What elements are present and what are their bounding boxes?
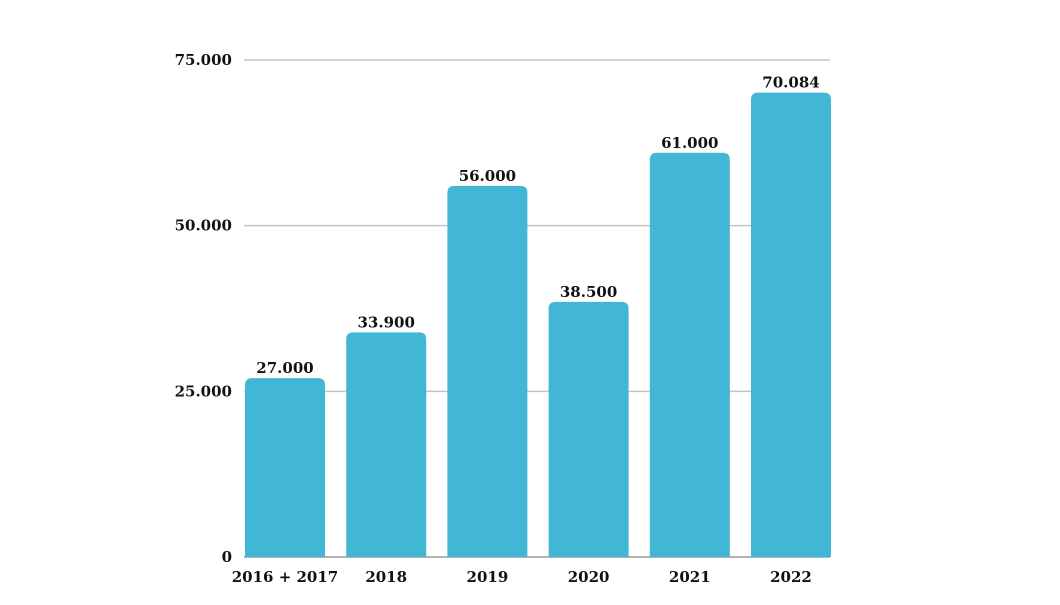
- y-tick-label: 0: [222, 548, 232, 566]
- x-tick-label: 2022: [770, 568, 812, 586]
- bar: [649, 152, 730, 558]
- bar: [245, 378, 325, 557]
- y-tick-label: 25.000: [175, 382, 232, 400]
- x-tick-label: 2019: [467, 568, 509, 586]
- bar: [346, 332, 427, 557]
- x-tick-label: 2016 + 2017: [232, 568, 339, 586]
- bar: [548, 301, 629, 557]
- x-tick-label: 2018: [365, 568, 407, 586]
- bars: [245, 92, 831, 558]
- bar: [447, 185, 528, 557]
- data-label: 70.084: [762, 74, 819, 92]
- data-label: 61.000: [661, 134, 718, 152]
- x-tick-label: 2021: [669, 568, 711, 586]
- y-tick-label: 75.000: [175, 51, 232, 69]
- data-label: 27.000: [256, 359, 313, 377]
- x-tick-label: 2020: [568, 568, 610, 586]
- data-label: 38.500: [560, 283, 617, 301]
- y-axis-ticks: 0 25.000 50.000 75.000: [175, 51, 232, 566]
- bar: [751, 92, 831, 557]
- y-tick-label: 50.000: [175, 217, 232, 235]
- data-label: 56.000: [459, 167, 516, 185]
- value-labels: 27.000 33.900 56.000 38.500 61.000 70.084: [256, 74, 819, 378]
- gridlines: [244, 59, 830, 558]
- data-label: 33.900: [357, 313, 414, 331]
- x-axis-ticks: 2016 + 2017 2018 2019 2020 2021 2022: [232, 568, 812, 586]
